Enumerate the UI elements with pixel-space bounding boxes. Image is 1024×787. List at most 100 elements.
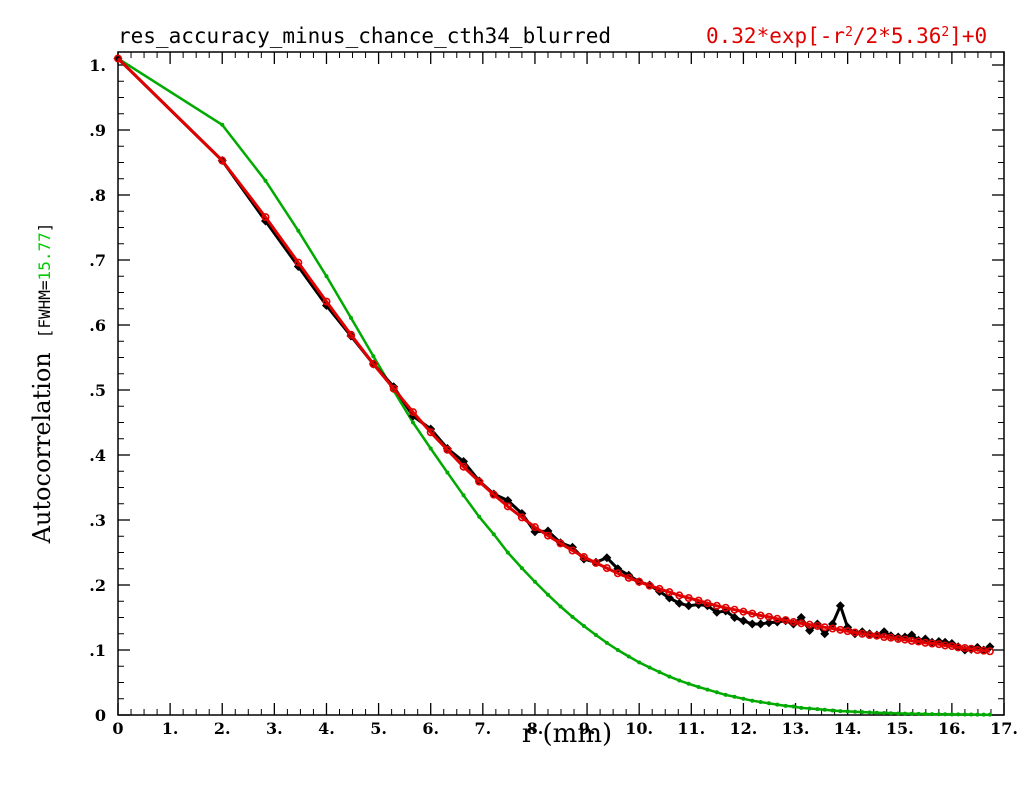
y-tick-label: 1.	[89, 56, 106, 75]
data-point-gaussian	[807, 706, 812, 711]
data-point-gaussian	[686, 681, 691, 686]
y-tick-label: .8	[89, 186, 106, 205]
data-point-gaussian	[593, 633, 598, 638]
data-point-empirical	[796, 613, 806, 622]
x-tick-label: 6.	[422, 719, 439, 738]
data-point-gaussian	[519, 566, 524, 571]
x-tick-label: 7.	[474, 719, 491, 738]
data-point-fit	[865, 631, 874, 640]
data-point-gaussian	[348, 315, 353, 320]
data-point-gaussian	[263, 178, 268, 183]
data-point-gaussian	[647, 665, 652, 670]
series-gaussian	[116, 56, 992, 717]
data-point-gaussian	[477, 514, 482, 519]
data-point-gaussian	[445, 470, 450, 475]
data-point-empirical	[805, 626, 815, 635]
x-tick-label: 3.	[266, 719, 283, 738]
data-point-gaussian	[962, 712, 967, 717]
data-point-fit	[721, 603, 730, 612]
data-point-gaussian	[930, 712, 935, 717]
data-point-fit	[426, 428, 435, 437]
data-point-gaussian	[324, 274, 329, 279]
x-tick-label: 10.	[625, 719, 653, 738]
data-point-fit	[556, 539, 565, 548]
data-point-gaussian	[667, 674, 672, 679]
data-point-fit	[813, 621, 822, 630]
data-point-empirical	[820, 629, 830, 639]
data-point-fit	[789, 618, 798, 627]
data-point-fit	[389, 384, 398, 393]
x-tick-label: 8.	[527, 719, 544, 738]
data-point-fit	[756, 611, 765, 620]
data-point-gaussian	[657, 670, 662, 675]
data-point-fit	[703, 599, 712, 608]
data-point-gaussian	[783, 703, 788, 708]
data-point-gaussian	[532, 579, 537, 584]
data-point-fit	[579, 553, 588, 562]
data-point-gaussian	[916, 711, 921, 716]
x-tick-label: 15.	[886, 719, 914, 738]
data-point-fit	[114, 54, 123, 63]
data-point-gaussian	[943, 712, 948, 717]
data-point-empirical	[764, 618, 774, 628]
x-tick-label: 1.	[162, 719, 179, 738]
data-point-gaussian	[461, 493, 466, 498]
series-line-gaussian	[117, 57, 990, 716]
data-point-gaussian	[936, 712, 941, 717]
y-tick-label: .6	[89, 316, 106, 335]
data-point-fit	[730, 605, 739, 614]
data-point-gaussian	[723, 692, 728, 697]
y-tick-label: .9	[89, 121, 106, 140]
data-point-gaussian	[741, 696, 746, 701]
x-tick-label: 0	[112, 719, 123, 738]
data-point-fit	[489, 490, 498, 499]
data-point-fit	[805, 620, 814, 629]
series-empirical	[113, 54, 995, 655]
data-point-gaussian	[882, 711, 887, 716]
x-tick-label: 2.	[214, 719, 231, 738]
data-point-fit	[665, 588, 674, 597]
data-point-fit	[591, 558, 600, 567]
data-point-gaussian	[969, 712, 974, 717]
data-point-fit	[684, 593, 693, 602]
data-point-gaussian	[838, 709, 843, 714]
axis-tick-labels: 0 1. 2. 3. 4. 5. 6. 7. 8. 9. 10. 11. 12. 13. 14. 15. 16.…	[89, 56, 1018, 738]
data-point-gaussian	[975, 712, 980, 717]
data-point-empirical	[747, 619, 757, 629]
data-point-fit	[613, 569, 622, 578]
data-point-fit	[985, 647, 994, 656]
data-point-fit	[443, 445, 452, 454]
data-point-empirical	[664, 593, 674, 603]
x-tick-label: 13.	[782, 719, 810, 738]
x-tick-label: 5.	[370, 719, 387, 738]
data-point-fit	[218, 156, 227, 165]
data-point-fit	[872, 631, 881, 640]
data-point-fit	[836, 625, 845, 634]
x-tick-label: 9.	[579, 719, 596, 738]
data-point-empirical	[907, 630, 917, 640]
data-point-empirical	[674, 598, 684, 608]
series-layer	[113, 54, 995, 717]
data-point-fit	[739, 607, 748, 616]
data-point-fit	[712, 601, 721, 610]
data-point-gaussian	[845, 709, 850, 714]
series-line-empirical	[116, 57, 991, 652]
data-point-fit	[530, 523, 539, 532]
data-point-gaussian	[981, 712, 986, 717]
axis-ticks	[117, 52, 1005, 716]
data-point-gaussian	[867, 710, 872, 715]
data-point-fit	[475, 477, 484, 486]
data-point-gaussian	[410, 420, 415, 425]
data-point-gaussian	[615, 648, 620, 652]
x-tick-label: 14.	[834, 719, 862, 738]
y-tick-label: .4	[89, 446, 106, 465]
data-point-gaussian	[220, 122, 225, 127]
data-point-gaussian	[296, 228, 301, 233]
data-point-empirical	[738, 616, 748, 626]
data-point-fit	[261, 213, 270, 222]
data-point-gaussian	[923, 712, 928, 717]
data-point-fit	[369, 359, 378, 368]
data-point-fit	[764, 612, 773, 621]
data-point-fit	[602, 564, 611, 573]
data-point-gaussian	[505, 550, 510, 555]
